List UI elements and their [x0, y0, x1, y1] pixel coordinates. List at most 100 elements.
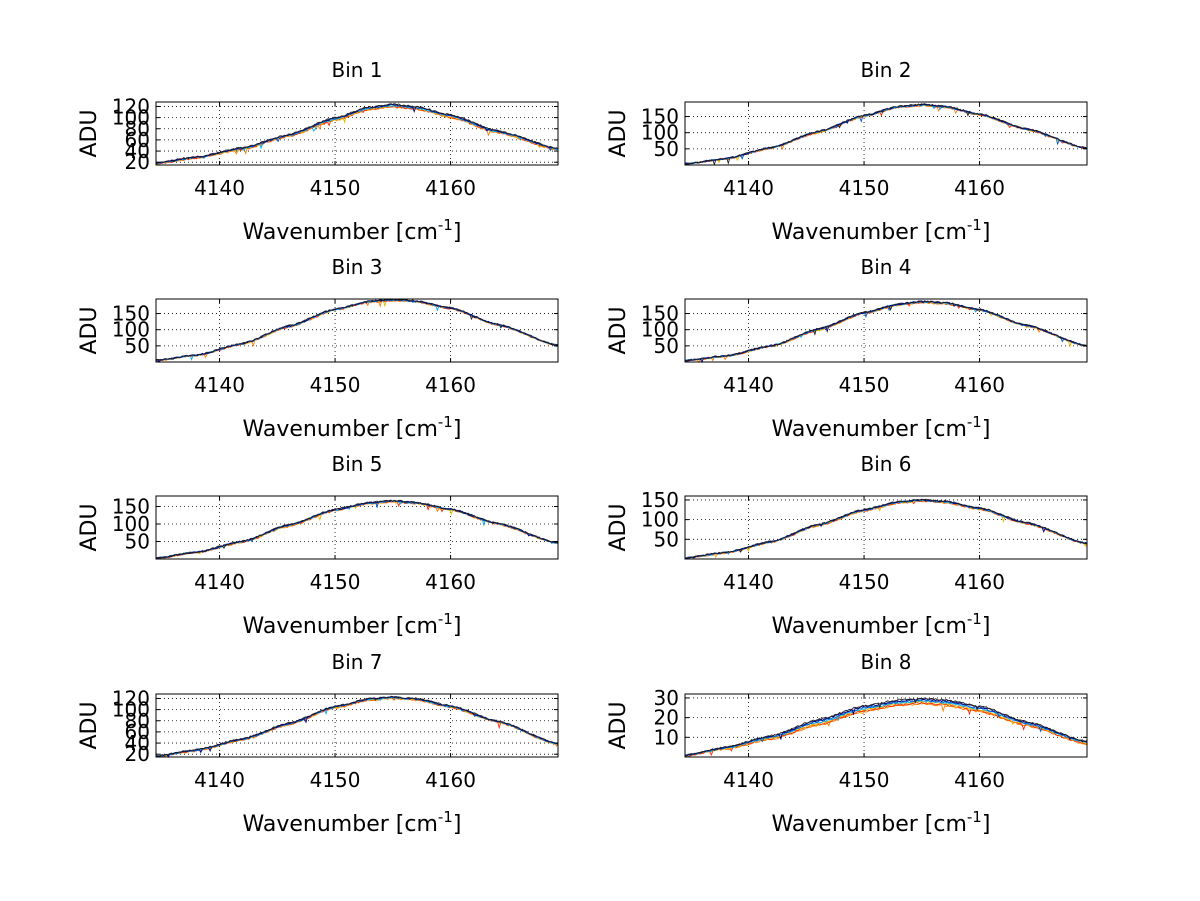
y-tick-label: 10 [654, 725, 679, 749]
x-axis-label: Wavenumber [cm-1] [772, 808, 991, 837]
y-tick-label: 80 [125, 709, 150, 733]
y-axis-label: ADU [606, 306, 631, 354]
series-line-2 [684, 701, 1088, 757]
y-tick-label: 100 [112, 512, 150, 536]
series-line-7 [684, 299, 1088, 362]
series-line-3 [684, 499, 1088, 559]
subplot-title: Bin 7 [331, 650, 382, 674]
y-tick-label: 100 [641, 508, 679, 532]
x-tick-label: 4140 [194, 768, 245, 792]
axes-box [155, 298, 559, 363]
y-tick-label: 50 [654, 334, 679, 358]
subplot-title: Bin 3 [331, 255, 382, 279]
y-tick-label: 120 [112, 686, 150, 710]
subplot-title: Bin 5 [331, 452, 382, 476]
y-tick-label: 30 [654, 686, 679, 710]
x-tick-label: 4140 [723, 768, 774, 792]
y-tick-label: 60 [125, 128, 150, 152]
y-axis-label: ADU [606, 701, 631, 749]
y-tick-label: 40 [125, 139, 150, 163]
series-line-3 [684, 104, 1088, 165]
x-axis-label: Wavenumber [cm-1] [243, 610, 462, 639]
y-tick-label: 20 [125, 742, 150, 766]
series-line-2 [684, 500, 1088, 560]
series-line-6 [155, 499, 559, 559]
y-axis-label: ADU [77, 306, 102, 354]
series-line-7 [155, 103, 559, 163]
series-line-2 [155, 697, 559, 758]
axes-box [155, 495, 559, 560]
x-tick-label: 4150 [310, 176, 361, 200]
x-tick-label: 4150 [839, 176, 890, 200]
series-line-7 [156, 695, 558, 757]
y-tick-label: 150 [641, 302, 679, 326]
series-line-4 [684, 499, 1088, 559]
series-line-1 [684, 104, 1088, 166]
series-line-6 [155, 696, 559, 758]
y-axis-label: ADU [77, 701, 102, 749]
x-tick-label: 4140 [194, 373, 245, 397]
y-tick-label: 150 [112, 302, 150, 326]
y-tick-label: 20 [125, 150, 150, 174]
subplot-title: Bin 6 [860, 452, 911, 476]
x-tick-label: 4150 [839, 570, 890, 594]
axes-box [684, 101, 1088, 166]
x-tick-label: 4160 [954, 176, 1005, 200]
subplot-title: Bin 8 [860, 650, 911, 674]
series-line-1 [684, 703, 1088, 758]
x-tick-label: 4140 [194, 176, 245, 200]
series-line-3 [685, 700, 1088, 757]
series-line-7 [684, 697, 1088, 756]
x-tick-label: 4150 [310, 570, 361, 594]
series-line-2 [156, 299, 559, 362]
series-line-7 [155, 298, 559, 362]
x-axis-label: Wavenumber [cm-1] [243, 216, 462, 245]
x-axis-label: Wavenumber [cm-1] [772, 413, 991, 442]
series-line-4 [155, 500, 559, 559]
y-tick-label: 150 [641, 488, 679, 512]
y-tick-label: 100 [641, 318, 679, 342]
y-tick-label: 150 [112, 495, 150, 519]
series-line-7 [684, 103, 1088, 166]
y-tick-label: 50 [125, 334, 150, 358]
axes-box [684, 298, 1088, 363]
y-tick-label: 50 [654, 137, 679, 161]
series-line-4 [155, 299, 559, 363]
series-line-7 [684, 498, 1088, 559]
x-tick-label: 4140 [723, 373, 774, 397]
x-tick-label: 4160 [954, 373, 1005, 397]
series-line-1 [155, 105, 559, 166]
axes-box [155, 101, 559, 166]
series-line-5 [685, 698, 1088, 757]
series-line-1 [684, 301, 1088, 363]
axes-box [155, 693, 559, 758]
y-axis-label: ADU [77, 503, 102, 551]
y-tick-label: 40 [125, 731, 150, 755]
y-tick-label: 100 [112, 698, 150, 722]
x-tick-label: 4160 [954, 570, 1005, 594]
x-tick-label: 4160 [425, 570, 476, 594]
series-line-5 [684, 498, 1088, 559]
y-tick-label: 20 [654, 706, 679, 730]
series-line-6 [684, 498, 1088, 559]
series-line-6 [684, 103, 1088, 165]
x-tick-label: 4160 [425, 768, 476, 792]
series-line-5 [156, 499, 559, 559]
series-line-4 [684, 699, 1088, 757]
y-tick-label: 100 [641, 121, 679, 145]
x-tick-label: 4140 [723, 176, 774, 200]
series-line-3 [155, 697, 559, 758]
y-axis-label: ADU [606, 109, 631, 157]
x-tick-label: 4160 [425, 176, 476, 200]
x-tick-label: 4140 [194, 570, 245, 594]
x-tick-label: 4150 [310, 768, 361, 792]
subplot-title: Bin 2 [860, 58, 911, 82]
axes-box [684, 693, 1088, 758]
